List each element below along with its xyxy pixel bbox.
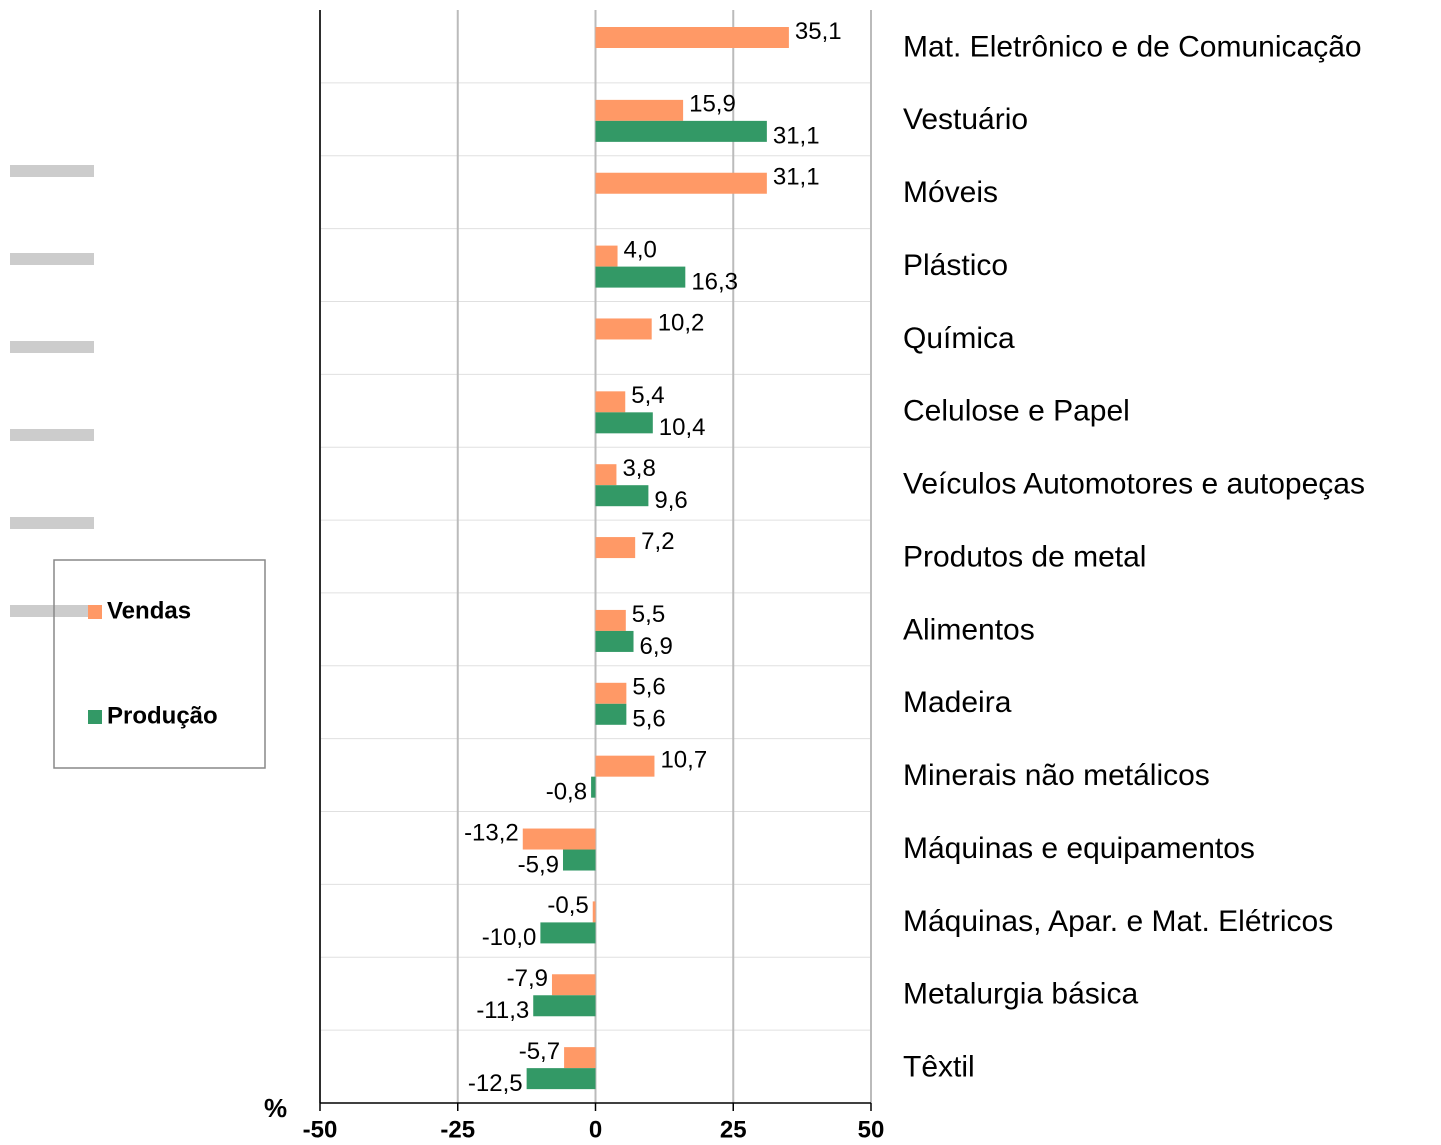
bar xyxy=(595,630,634,652)
bar xyxy=(592,901,596,923)
value-label: -0,8 xyxy=(546,779,587,806)
bar xyxy=(540,922,596,944)
x-tick-label: 50 xyxy=(858,1116,885,1143)
legend-swatch xyxy=(88,605,102,619)
value-label: 15,9 xyxy=(689,91,736,118)
x-axis-label: % xyxy=(264,1093,287,1123)
value-label: -5,7 xyxy=(519,1038,560,1065)
category-label: Madeira xyxy=(903,686,1012,719)
category-label: Máquinas, Apar. e Mat. Elétricos xyxy=(903,905,1333,938)
bar xyxy=(595,703,627,725)
bar xyxy=(595,464,617,486)
category-label: Metalurgia básica xyxy=(903,978,1138,1011)
category-label: Têxtil xyxy=(903,1050,975,1083)
decor-dashes xyxy=(10,165,94,617)
value-label: 5,6 xyxy=(632,674,665,701)
value-label: 10,2 xyxy=(658,309,705,336)
value-label: 9,6 xyxy=(654,487,687,514)
category-label: Alimentos xyxy=(903,613,1035,646)
category-label: Minerais não metálicos xyxy=(903,759,1210,792)
value-label: 3,8 xyxy=(622,455,655,482)
value-label: 5,4 xyxy=(631,382,664,409)
value-label: -0,5 xyxy=(547,892,588,919)
bar xyxy=(533,995,596,1017)
bar xyxy=(564,1047,596,1069)
bar xyxy=(562,849,596,871)
x-tick-label: -50 xyxy=(303,1116,338,1143)
legend-label: Produção xyxy=(107,702,218,729)
category-label: Plástico xyxy=(903,249,1008,282)
value-label: 6,9 xyxy=(640,633,673,660)
value-label: 5,5 xyxy=(632,601,665,628)
x-tick-label: 25 xyxy=(720,1116,747,1143)
bar xyxy=(595,537,636,559)
value-label: -11,3 xyxy=(476,997,529,1024)
value-label: 10,4 xyxy=(659,414,706,441)
category-label: Móveis xyxy=(903,176,998,209)
bar xyxy=(595,391,626,413)
legend-box xyxy=(53,559,266,769)
bar xyxy=(551,974,596,996)
value-label: 35,1 xyxy=(795,18,842,45)
value-label: -10,0 xyxy=(482,924,537,951)
value-label: 10,7 xyxy=(660,747,707,774)
value-label: -7,9 xyxy=(507,965,548,992)
bar xyxy=(595,485,649,507)
bar xyxy=(595,609,626,631)
bar xyxy=(595,755,655,777)
bar xyxy=(522,828,596,850)
bar xyxy=(595,318,652,340)
legend-label: Vendas xyxy=(107,597,191,624)
bar xyxy=(591,776,596,798)
bar xyxy=(595,412,653,434)
value-label: 4,0 xyxy=(624,236,657,263)
category-label: Máquinas e equipamentos xyxy=(903,832,1255,865)
bar xyxy=(595,99,684,121)
bar xyxy=(595,172,767,194)
category-label: Veículos Automotores e autopeças xyxy=(903,468,1365,501)
bar xyxy=(595,27,789,48)
bar xyxy=(595,266,686,288)
x-tick-label: -25 xyxy=(440,1116,475,1143)
value-label: -12,5 xyxy=(468,1070,523,1097)
value-label: 16,3 xyxy=(691,268,738,295)
bar xyxy=(526,1068,596,1090)
value-label: 5,6 xyxy=(632,706,665,733)
value-label: 31,1 xyxy=(773,164,820,191)
category-label: Vestuário xyxy=(903,103,1028,136)
value-label: -13,2 xyxy=(464,819,519,846)
category-label: Mat. Eletrônico e de Comunicação xyxy=(903,30,1362,63)
legend-swatch xyxy=(88,710,102,724)
value-label: 31,1 xyxy=(773,123,820,150)
category-label: Química xyxy=(903,322,1015,355)
value-label: -5,9 xyxy=(518,851,559,878)
category-label: Produtos de metal xyxy=(903,540,1146,573)
bar xyxy=(595,682,627,704)
bar xyxy=(595,120,767,142)
x-tick-label: 0 xyxy=(589,1116,602,1143)
category-label: Celulose e Papel xyxy=(903,395,1130,428)
value-label: 7,2 xyxy=(641,528,674,555)
bar xyxy=(595,245,618,267)
